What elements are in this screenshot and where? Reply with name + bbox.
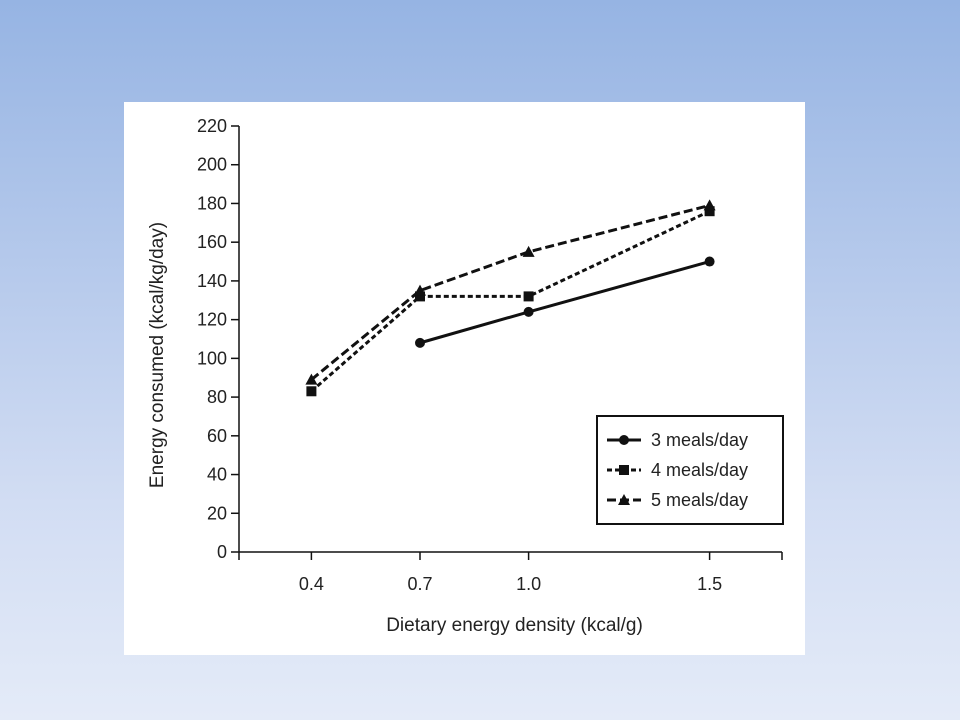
y-tick-label: 160 [197,232,227,252]
series-markers [305,199,716,397]
y-tick-label: 60 [207,426,227,446]
y-tick-label: 40 [207,465,227,485]
x-tick-label: 1.0 [516,574,541,594]
x-tick-label: 0.4 [299,574,324,594]
data-point-square [306,386,317,397]
axes: 0 20 40 60 80 100 120 140 160 180 200 220 0.4 0.7 1.0 1… [197,116,783,594]
data-point-triangle [305,373,318,385]
legend: 3 meals/day 4 meals/day 5 meals/day [596,415,784,525]
data-point-triangle [522,245,535,257]
y-tick-label: 20 [207,503,227,523]
y-tick-label: 180 [197,193,227,213]
y-tick-label: 200 [197,155,227,175]
data-point-circle [704,256,715,267]
legend-marker-circle [619,435,629,445]
legend-label: 4 meals/day [651,460,748,480]
x-tick-label: 1.5 [697,574,722,594]
figure-panel: 0 20 40 60 80 100 120 140 160 180 200 220 0.4 0.7 1.0 1… [124,102,805,655]
y-tick-label: 220 [197,116,227,136]
data-point-square [523,291,534,302]
data-point-square [704,206,715,217]
data-point-circle [523,306,534,317]
data-point-triangle [703,199,716,211]
series-lines [310,203,711,393]
legend-marker-square [619,465,629,475]
data-point-circle [415,337,425,348]
x-tick-label: 0.7 [407,574,432,594]
x-axis-title: Dietary energy density (kcal/g) [386,615,643,636]
y-tick-label: 120 [197,310,227,330]
y-axis-title: Energy consumed (kcal/kg/day) [147,222,168,488]
legend-marker-triangle [618,494,630,505]
y-tick-label: 0 [217,542,227,562]
data-point-square [415,291,425,302]
y-tick-label: 140 [197,271,227,291]
data-point-triangle [414,284,426,296]
legend-label: 5 meals/day [651,490,748,510]
y-tick-label: 80 [207,387,227,407]
legend-label: 3 meals/day [651,430,748,450]
line-chart: 0 20 40 60 80 100 120 140 160 180 200 220 0.4 0.7 1.0 1… [147,116,784,636]
series-line-5-meals [310,203,710,381]
series-line-4-meals [310,209,711,393]
y-tick-label: 100 [197,348,227,368]
